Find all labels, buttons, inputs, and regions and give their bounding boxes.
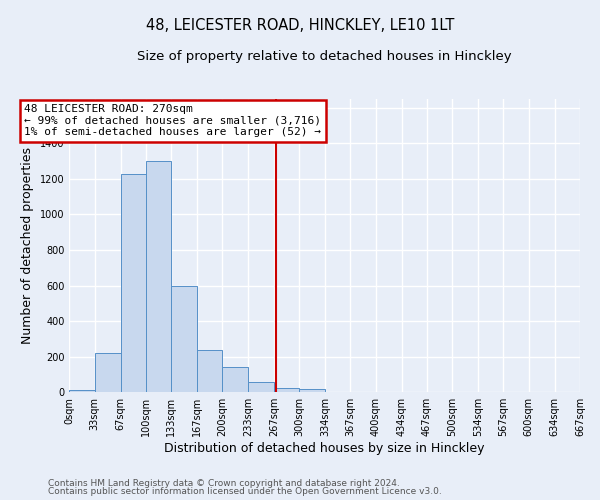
- Text: 48, LEICESTER ROAD, HINCKLEY, LE10 1LT: 48, LEICESTER ROAD, HINCKLEY, LE10 1LT: [146, 18, 454, 32]
- Bar: [146, 161, 171, 392]
- Bar: [171, 286, 197, 392]
- Bar: [70, 390, 95, 392]
- Bar: [197, 350, 223, 392]
- Bar: [248, 382, 274, 392]
- Title: Size of property relative to detached houses in Hinckley: Size of property relative to detached ho…: [137, 50, 512, 63]
- Bar: [274, 388, 299, 392]
- Bar: [299, 388, 325, 392]
- Y-axis label: Number of detached properties: Number of detached properties: [22, 147, 34, 344]
- Text: Contains public sector information licensed under the Open Government Licence v3: Contains public sector information licen…: [48, 487, 442, 496]
- Text: Contains HM Land Registry data © Crown copyright and database right 2024.: Contains HM Land Registry data © Crown c…: [48, 478, 400, 488]
- Text: 48 LEICESTER ROAD: 270sqm
← 99% of detached houses are smaller (3,716)
1% of sem: 48 LEICESTER ROAD: 270sqm ← 99% of detac…: [24, 104, 321, 138]
- Bar: [121, 174, 146, 392]
- Bar: [223, 368, 248, 392]
- X-axis label: Distribution of detached houses by size in Hinckley: Distribution of detached houses by size …: [164, 442, 485, 455]
- Bar: [95, 353, 121, 392]
